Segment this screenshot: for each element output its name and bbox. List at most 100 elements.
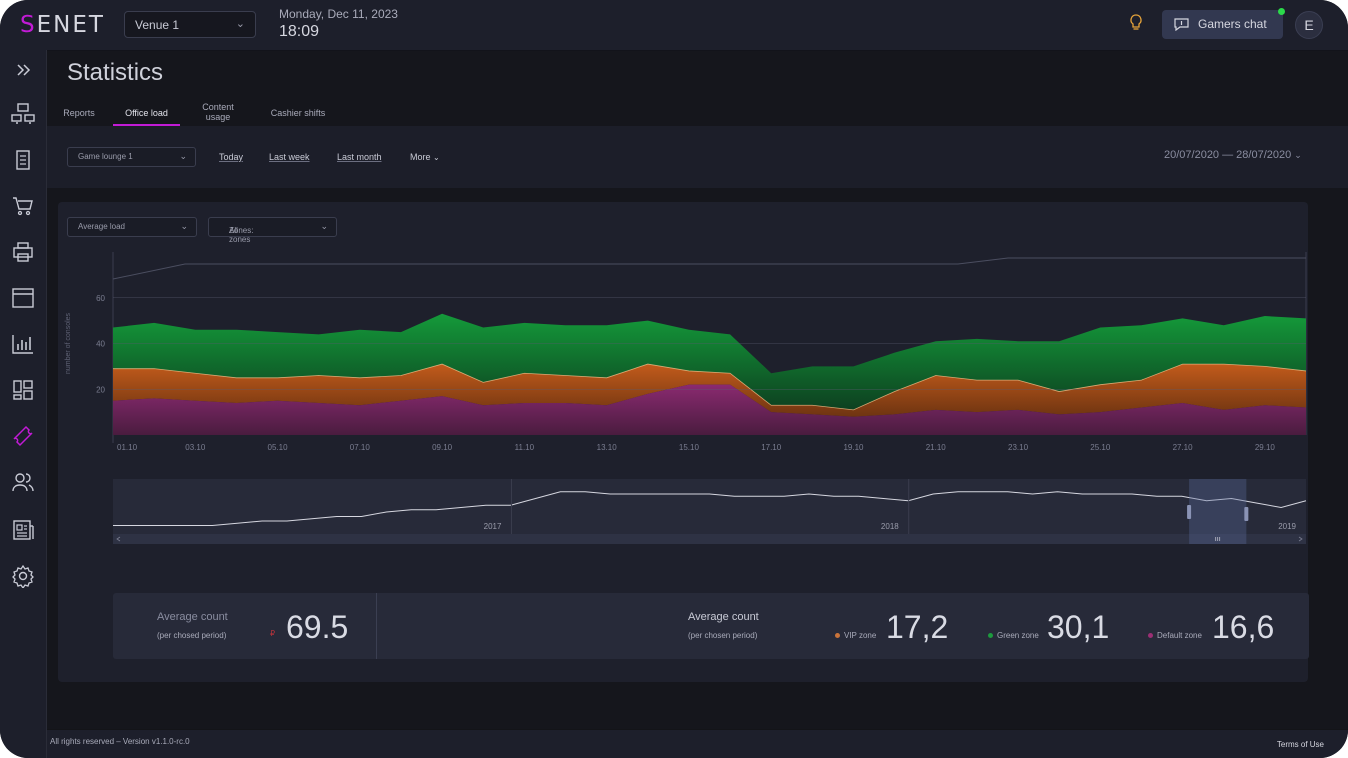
default-zone-value: 16,6 <box>1212 609 1275 645</box>
x-tick-label: 17.10 <box>761 443 782 452</box>
default-zone-label: Default zone <box>1157 631 1202 640</box>
overview-year-label: 2017 <box>484 522 502 531</box>
overview-scrollbar <box>113 534 1306 544</box>
date-range-picker[interactable]: 20/07/2020 — 28/07/2020 ⌄ <box>1164 149 1302 161</box>
sidebar <box>0 50 47 758</box>
currency-icon: ₽ <box>270 629 276 638</box>
current-date: Monday, Dec 11, 2023 <box>279 7 398 21</box>
y-tick-label: 40 <box>96 340 105 349</box>
green-zone-dot <box>988 633 993 639</box>
vip-zone-dot <box>835 633 840 639</box>
x-tick-label: 01.10 <box>117 443 138 452</box>
x-tick-label: 15.10 <box>679 443 700 452</box>
date-range-value: 20/07/2020 — 28/07/2020 <box>1164 149 1292 161</box>
venue-select[interactable]: Venue 1 ⌄ <box>124 11 256 38</box>
page-title: Statistics <box>67 59 164 86</box>
current-time: 18:09 <box>279 23 320 40</box>
chat-icon <box>1174 18 1189 36</box>
zones-select-prefix: Zones: <box>229 226 254 235</box>
x-tick-label: 09.10 <box>432 443 453 452</box>
main-content: Statistics Reports Office load Content u… <box>47 51 1348 729</box>
y-axis-label: number of consoles <box>65 312 72 374</box>
tab-office-load[interactable]: Office load <box>125 108 168 118</box>
overview-selection-window <box>1189 479 1247 544</box>
browser-window-icon[interactable] <box>11 286 35 310</box>
chart-top-line <box>112 257 1306 280</box>
metric-select-value: Average load <box>78 222 125 231</box>
default-zone-legend: Default zone <box>1148 631 1202 640</box>
gamers-chat-label: Gamers chat <box>1198 17 1267 31</box>
metric-select[interactable]: Average load ⌄ <box>67 217 197 237</box>
filter-last-month[interactable]: Last month <box>337 152 382 162</box>
users-icon[interactable] <box>11 470 35 494</box>
stats-summary: Average count (per chosed period) ₽ 69.5… <box>113 593 1309 659</box>
scroll-left-icon <box>116 536 121 542</box>
overview-line <box>113 491 1307 526</box>
logo[interactable]: SENET <box>20 12 105 38</box>
overview-handle-right <box>1244 507 1249 521</box>
x-tick-label: 29.10 <box>1255 443 1276 452</box>
chevron-down-icon: ⌄ <box>179 151 187 161</box>
chevron-down-icon: ⌄ <box>433 153 440 162</box>
copyright-text: All rights reserved – Version v1.1.0-rc.… <box>50 737 190 746</box>
y-tick-label: 20 <box>96 385 105 394</box>
x-tick-label: 03.10 <box>185 443 206 452</box>
terms-of-use-link[interactable]: Terms of Use <box>1276 740 1324 749</box>
tab-cashier-shifts[interactable]: Cashier shifts <box>270 108 326 118</box>
x-tick-label: 13.10 <box>597 443 618 452</box>
x-tick-label: 21.10 <box>926 443 947 452</box>
lightbulb-icon[interactable] <box>1129 14 1143 37</box>
overview-navigator <box>113 479 1306 534</box>
y-tick-label: 60 <box>96 294 105 303</box>
active-tab-indicator <box>113 124 180 126</box>
total-average-label: Average count <box>157 611 228 623</box>
chevron-down-icon: ⌄ <box>1294 150 1302 160</box>
series-area-green-zone <box>113 313 1306 410</box>
filter-today[interactable]: Today <box>219 152 244 162</box>
tab-content-usage[interactable]: Content usage <box>202 102 234 122</box>
settings-icon[interactable] <box>11 564 35 590</box>
x-tick-label: 05.10 <box>268 443 289 452</box>
x-tick-label: 25.10 <box>1090 443 1111 452</box>
news-icon[interactable] <box>11 518 35 542</box>
vip-zone-value: 17,2 <box>886 609 949 645</box>
filter-more-label: More <box>410 152 431 162</box>
ticket-icon[interactable] <box>11 424 35 448</box>
zones-average-sub: (per chosen period) <box>688 631 758 640</box>
tab-reports[interactable]: Reports <box>63 108 95 118</box>
green-zone-value: 30,1 <box>1047 609 1110 645</box>
chevron-down-icon: ⌄ <box>235 18 245 30</box>
logo-s: S <box>20 12 37 38</box>
series-area-vip-zone <box>113 364 1306 417</box>
location-select[interactable]: Game lounge 1 ⌄ <box>67 147 196 167</box>
x-tick-label: 27.10 <box>1173 443 1194 452</box>
stats-divider <box>376 593 377 659</box>
location-select-value: Game lounge 1 <box>78 152 133 161</box>
dashboard-icon[interactable] <box>11 378 35 402</box>
vip-zone-label: VIP zone <box>844 631 877 640</box>
gamers-chat-button[interactable]: Gamers chat <box>1162 10 1283 39</box>
zones-average-label: Average count <box>688 611 759 623</box>
overview-year-label: 2019 <box>1278 522 1296 531</box>
x-tick-label: 07.10 <box>350 443 371 452</box>
x-tick-label: 11.10 <box>515 443 535 452</box>
default-zone-dot <box>1148 633 1153 639</box>
chevron-down-icon: ⌄ <box>320 221 328 231</box>
bar-chart-icon[interactable] <box>11 332 35 356</box>
tablet-icon[interactable] <box>11 148 35 172</box>
logo-text: ENET <box>36 12 105 38</box>
user-avatar[interactable]: E <box>1295 11 1323 39</box>
venue-select-value: Venue 1 <box>135 18 180 32</box>
printer-icon[interactable] <box>11 240 35 264</box>
zones-select[interactable]: Zones: All zones ⌄ <box>208 217 337 244</box>
x-tick-label: 19.10 <box>843 443 864 452</box>
office-load-chart: 20 40 60 number of consoles 01.10 03.10 05.10 0… <box>65 252 1307 544</box>
filter-last-week[interactable]: Last week <box>269 152 310 162</box>
expand-icon[interactable] <box>11 58 35 82</box>
zones-select-text: All zones <box>229 226 251 244</box>
filter-more[interactable]: More ⌄ <box>410 152 440 162</box>
stations-icon[interactable] <box>11 102 35 126</box>
cart-icon[interactable] <box>11 194 35 218</box>
online-status-dot <box>1278 8 1285 15</box>
